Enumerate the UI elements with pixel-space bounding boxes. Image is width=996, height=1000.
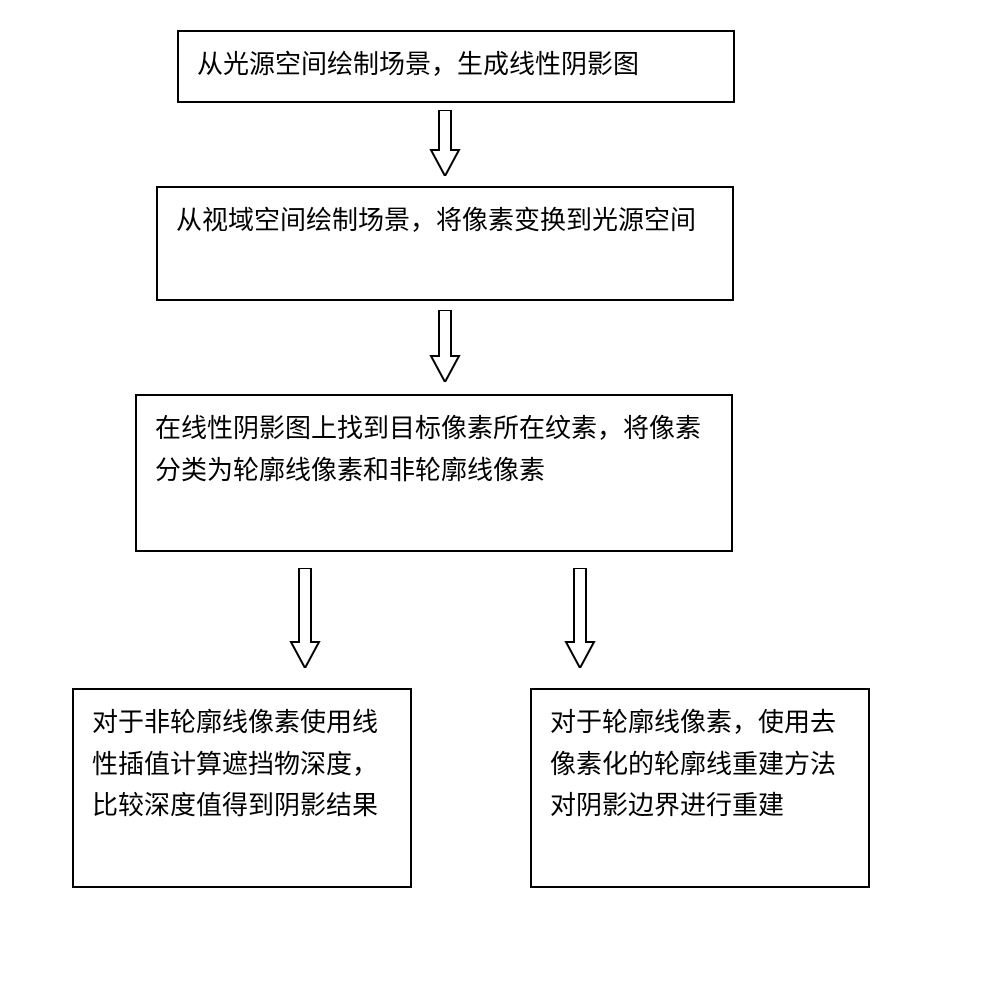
flowchart-node-n4: 对于非轮廓线像素使用线性插值计算遮挡物深度，比较深度值得到阴影结果: [72, 688, 412, 888]
node-text: 从光源空间绘制场景，生成线性阴影图: [197, 50, 639, 79]
node-text: 从视域空间绘制场景，将像素变换到光源空间: [176, 206, 696, 235]
arrow-n2-n3: [425, 310, 465, 382]
arrow-n3-n4: [285, 568, 325, 668]
flowchart-node-n5: 对于轮廓线像素，使用去像素化的轮廓线重建方法对阴影边界进行重建: [530, 688, 870, 888]
node-text: 对于非轮廓线像素使用线性插值计算遮挡物深度，比较深度值得到阴影结果: [92, 708, 378, 820]
flowchart-node-n1: 从光源空间绘制场景，生成线性阴影图: [177, 30, 735, 103]
node-text: 对于轮廓线像素，使用去像素化的轮廓线重建方法对阴影边界进行重建: [550, 708, 836, 820]
node-text: 在线性阴影图上找到目标像素所在纹素，将像素分类为轮廓线像素和非轮廓线像素: [155, 414, 701, 485]
arrow-n3-n5: [560, 568, 600, 668]
flowchart-node-n3: 在线性阴影图上找到目标像素所在纹素，将像素分类为轮廓线像素和非轮廓线像素: [135, 394, 733, 552]
flowchart-node-n2: 从视域空间绘制场景，将像素变换到光源空间: [156, 186, 734, 301]
arrow-n1-n2: [425, 110, 465, 176]
